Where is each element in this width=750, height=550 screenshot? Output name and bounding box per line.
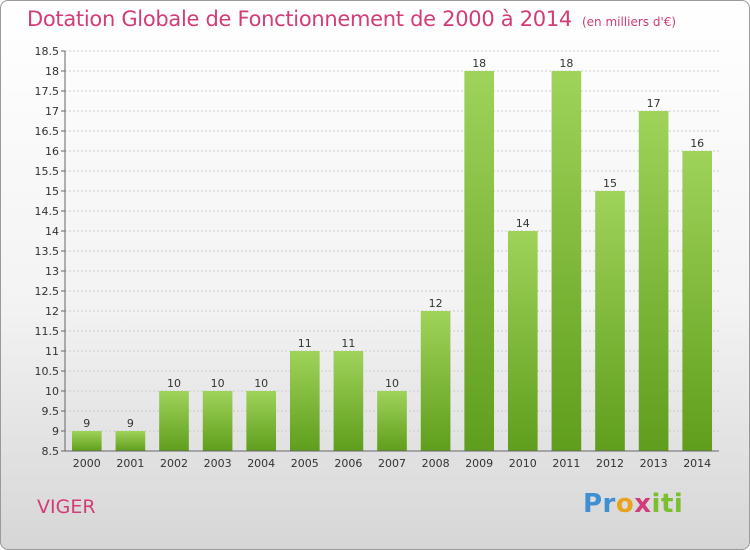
bar-value-label: 9 — [83, 417, 90, 430]
y-tick-label: 10 — [45, 385, 59, 398]
x-tick-label: 2006 — [334, 457, 362, 470]
y-tick-label: 8.5 — [42, 445, 60, 458]
bars: 9 9 10 10 10 11 11 10 12 18 14 18 15 17 16 — [71, 57, 713, 451]
x-tick-label: 2005 — [291, 457, 319, 470]
x-tick-label: 2004 — [247, 457, 275, 470]
x-tick-label: 2013 — [640, 457, 668, 470]
y-tick-label: 18.5 — [35, 45, 60, 58]
bar-value-label: 10 — [167, 377, 181, 390]
y-tick-label: 9 — [52, 425, 59, 438]
x-tick-label: 2000 — [73, 457, 101, 470]
logo-part-2: o — [615, 489, 635, 519]
chart-title: Dotation Globale de Fonctionnement de 20… — [27, 7, 676, 31]
bar — [464, 71, 495, 451]
bar — [202, 391, 233, 451]
y-axis: 8.5 9 9.5 10 10.5 11 11.5 12 12.5 13 13.5 14 14.5 15 1… — [35, 45, 65, 458]
bar-value-label: 11 — [341, 337, 355, 350]
y-tick-label: 13 — [45, 265, 59, 278]
chart-title-text: Dotation Globale de Fonctionnement de 20… — [27, 7, 572, 31]
bar-value-label: 12 — [429, 297, 443, 310]
bar-value-label: 16 — [690, 137, 704, 150]
bar — [333, 351, 364, 451]
y-tick-label: 16 — [45, 145, 59, 158]
y-tick-label: 14 — [45, 225, 59, 238]
bar — [377, 391, 407, 451]
bar — [159, 391, 189, 451]
bar-value-label: 18 — [472, 57, 486, 70]
x-tick-label: 2014 — [683, 457, 711, 470]
x-tick-label: 2002 — [160, 457, 188, 470]
bar — [115, 431, 146, 451]
y-tick-label: 10.5 — [35, 365, 60, 378]
x-tick-label: 2007 — [378, 457, 406, 470]
bar-value-label: 15 — [603, 177, 617, 190]
proxiti-logo: Proxiti — [583, 489, 683, 519]
x-tick-label: 2008 — [422, 457, 450, 470]
y-tick-label: 11.5 — [35, 325, 60, 338]
y-tick-label: 17 — [45, 105, 59, 118]
x-tick-label: 2009 — [465, 457, 493, 470]
bar-value-label: 10 — [254, 377, 268, 390]
y-tick-label: 15 — [45, 185, 59, 198]
y-tick-label: 12.5 — [35, 285, 60, 298]
bar — [420, 311, 451, 451]
bar-value-label: 10 — [211, 377, 225, 390]
y-tick-label: 13.5 — [35, 245, 60, 258]
x-tick-label: 2010 — [509, 457, 537, 470]
y-tick-label: 15.5 — [35, 165, 60, 178]
bar — [246, 391, 277, 451]
bar — [71, 431, 102, 451]
chart-unit: (en milliers d'€) — [581, 15, 677, 29]
logo-part-3: x — [634, 489, 652, 519]
bar-value-label: 14 — [516, 217, 530, 230]
bar-value-label: 18 — [559, 57, 573, 70]
bar — [638, 111, 669, 451]
y-tick-label: 12 — [45, 305, 59, 318]
y-tick-label: 18 — [45, 65, 59, 78]
x-tick-label: 2012 — [596, 457, 624, 470]
bar-value-label: 11 — [298, 337, 312, 350]
y-tick-label: 11 — [45, 345, 59, 358]
y-tick-label: 16.5 — [35, 125, 60, 138]
y-tick-label: 17.5 — [35, 85, 60, 98]
bar — [682, 151, 713, 451]
x-axis: 2000 2001 2002 2003 2004 2005 2006 2007 2008 2009… — [73, 457, 711, 470]
bar-value-label: 10 — [385, 377, 399, 390]
logo-part-1: Pr — [583, 489, 616, 519]
bar — [551, 71, 582, 451]
bar-value-label: 17 — [647, 97, 661, 110]
x-tick-label: 2001 — [116, 457, 144, 470]
x-tick-label: 2011 — [552, 457, 580, 470]
bar — [595, 191, 625, 451]
bar — [507, 231, 538, 451]
x-tick-label: 2003 — [204, 457, 232, 470]
commune-name: VIGER — [37, 496, 96, 518]
bar-value-label: 9 — [127, 417, 134, 430]
bar — [289, 351, 320, 451]
y-tick-label: 9.5 — [42, 405, 60, 418]
y-tick-label: 14.5 — [35, 205, 60, 218]
logo-part-4: iti — [651, 489, 684, 519]
